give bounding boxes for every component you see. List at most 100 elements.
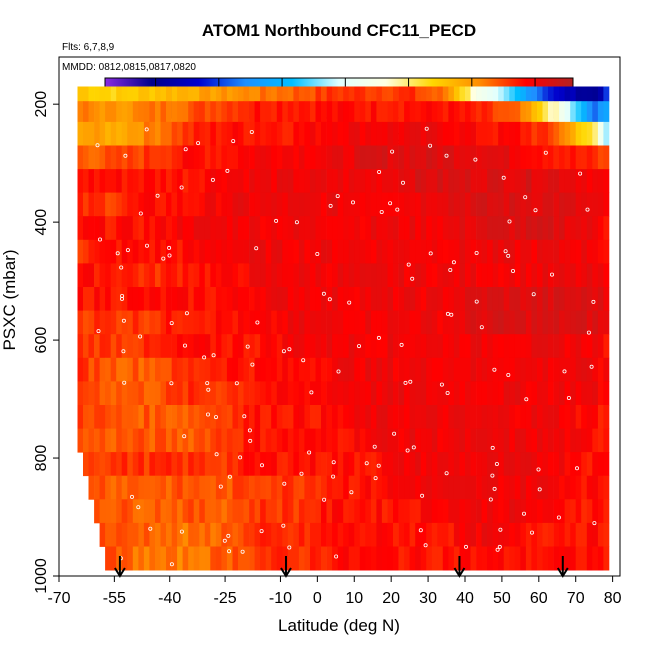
heatmap-cell — [310, 334, 316, 359]
heatmap-cell — [226, 357, 233, 382]
heatmap-cell — [215, 169, 222, 194]
heatmap-cell — [592, 452, 599, 477]
heatmap-cell — [354, 169, 361, 194]
heatmap-cell — [470, 428, 477, 453]
heatmap-cell — [453, 334, 460, 359]
heatmap-cell — [575, 381, 582, 406]
heatmap-cell — [315, 145, 322, 170]
y-axis-label: PSXC (mbar) — [0, 249, 19, 350]
heatmap-cell — [221, 522, 228, 547]
heatmap-cell — [553, 522, 560, 547]
sample-marker — [240, 549, 245, 554]
heatmap-cell — [232, 239, 239, 264]
heatmap-cell — [260, 310, 266, 335]
heatmap-cell — [476, 287, 482, 311]
heatmap-cell — [332, 405, 338, 429]
heatmap-cell — [337, 428, 344, 453]
heatmap-cell — [193, 475, 200, 500]
heatmap-cell — [426, 546, 433, 571]
heatmap-cell — [376, 86, 383, 102]
heatmap-cell — [116, 145, 123, 170]
heatmap-cell — [542, 357, 549, 382]
heatmap-cell — [271, 475, 278, 500]
heatmap-cell — [265, 452, 272, 477]
heatmap-cell — [548, 546, 554, 571]
heatmap-cell — [431, 546, 438, 571]
heatmap-cell — [437, 475, 444, 500]
heatmap-cell — [110, 287, 117, 311]
heatmap-cell — [271, 405, 278, 429]
heatmap-cell — [282, 101, 289, 123]
sample-marker — [213, 415, 218, 420]
heatmap-cell — [459, 192, 466, 217]
heatmap-cell — [498, 522, 505, 547]
heatmap-cell — [293, 546, 300, 571]
heatmap-cell — [359, 121, 366, 146]
heatmap-cell — [520, 169, 527, 194]
heatmap-cell — [476, 86, 482, 102]
heatmap-cell — [298, 334, 305, 359]
heatmap-cell — [586, 169, 593, 194]
heatmap-cell — [537, 101, 543, 123]
heatmap-cell — [359, 499, 366, 524]
heatmap-cell — [127, 546, 134, 571]
heatmap-cell — [337, 192, 344, 217]
heatmap-cell — [121, 475, 128, 500]
heatmap-cell — [453, 216, 460, 241]
heatmap-cell — [99, 357, 106, 382]
heatmap-cell — [315, 287, 322, 311]
heatmap-cell — [570, 263, 577, 288]
heatmap-cell — [487, 546, 493, 571]
heatmap-cell — [171, 239, 178, 264]
heatmap-cell — [537, 121, 543, 146]
heatmap-cell — [254, 452, 261, 477]
heatmap-cell — [581, 334, 588, 359]
heatmap-cell — [465, 263, 471, 288]
heatmap-cell — [94, 239, 100, 264]
heatmap-cell — [387, 428, 394, 453]
heatmap-cell — [260, 169, 266, 194]
heatmap-cell — [448, 452, 455, 477]
heatmap-cell — [420, 101, 427, 123]
heatmap-cell — [298, 86, 305, 102]
heatmap-cell — [221, 475, 228, 500]
heatmap-cell — [448, 192, 455, 217]
heatmap-cell — [415, 381, 422, 406]
heatmap-cell — [177, 192, 183, 217]
heatmap-cell — [332, 522, 338, 547]
heatmap-cell — [276, 357, 283, 382]
heatmap-cell — [160, 522, 167, 547]
sample-marker — [506, 372, 511, 377]
heatmap-cell — [326, 499, 333, 524]
heatmap-cell — [304, 239, 311, 264]
sample-marker — [161, 256, 166, 261]
heatmap-cell — [476, 192, 482, 217]
heatmap-cell — [393, 428, 399, 453]
heatmap-cell — [520, 216, 527, 241]
heatmap-cell — [232, 452, 239, 477]
sample-marker — [122, 380, 127, 385]
heatmap-cell — [465, 428, 471, 453]
heatmap-cell — [293, 499, 300, 524]
heatmap-cell — [116, 121, 123, 146]
heatmap-cell — [143, 216, 150, 241]
heatmap-cell — [337, 287, 344, 311]
heatmap-cell — [459, 475, 466, 500]
heatmap-cell — [525, 101, 532, 123]
heatmap-cell — [570, 405, 577, 429]
heatmap-cell — [393, 145, 399, 170]
heatmap-cell — [509, 101, 516, 123]
heatmap-cell — [354, 239, 361, 264]
heatmap-cell — [276, 145, 283, 170]
heatmap-cell — [160, 452, 167, 477]
heatmap-cell — [498, 428, 505, 453]
heatmap-cell — [575, 334, 582, 359]
heatmap-cell — [553, 145, 560, 170]
heatmap-cell — [155, 263, 161, 288]
heatmap-cell — [564, 334, 571, 359]
heatmap-cell — [603, 192, 610, 217]
heatmap-cell — [537, 145, 543, 170]
sample-marker — [444, 471, 449, 476]
heatmap-cell — [465, 145, 471, 170]
heatmap-cell — [210, 239, 217, 264]
